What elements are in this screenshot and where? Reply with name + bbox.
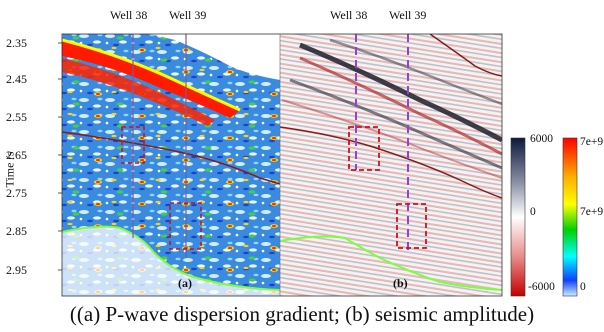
y-ticks [58,42,62,271]
y-tick-label: 2.85 [6,224,27,238]
colorbar-dispersion-gradient [562,137,578,297]
well-label-panel-b: Well 38 [330,8,368,22]
colorbar-seismic-amplitude [510,137,526,297]
y-tick-label: 2.65 [6,148,27,162]
y-tick-label: 2.55 [6,110,27,124]
colorbar-seismic-mid: 0 [530,206,536,218]
y-tick-label: 2.45 [6,72,27,86]
well-label-panel-a: Well 39 [169,8,207,22]
colorbar-dispersion-max: 7e+9 [580,136,604,148]
colorbar-seismic-max: 6000 [530,133,553,145]
panel-a-image [62,34,280,296]
y-tick-label: 2.95 [6,263,27,277]
figure-caption: ((a) P-wave dispersion gradient; (b) sei… [69,302,535,326]
y-tick-label: 2.75 [6,186,27,200]
panel-b-tag: (b) [393,276,408,290]
colorbar-dispersion-mid: 7e+9 [580,206,604,218]
colorbar-seismic-min: -6000 [528,281,555,293]
panel-a-tag: (a) [178,276,192,290]
panel-b-image [280,34,502,296]
well-label-panel-b: Well 39 [389,8,427,22]
well-label-panel-a: Well 38 [110,8,148,22]
y-tick-label: 2.35 [6,36,27,50]
colorbar-dispersion-min: 0 [580,281,586,293]
plot-frame [61,33,503,297]
